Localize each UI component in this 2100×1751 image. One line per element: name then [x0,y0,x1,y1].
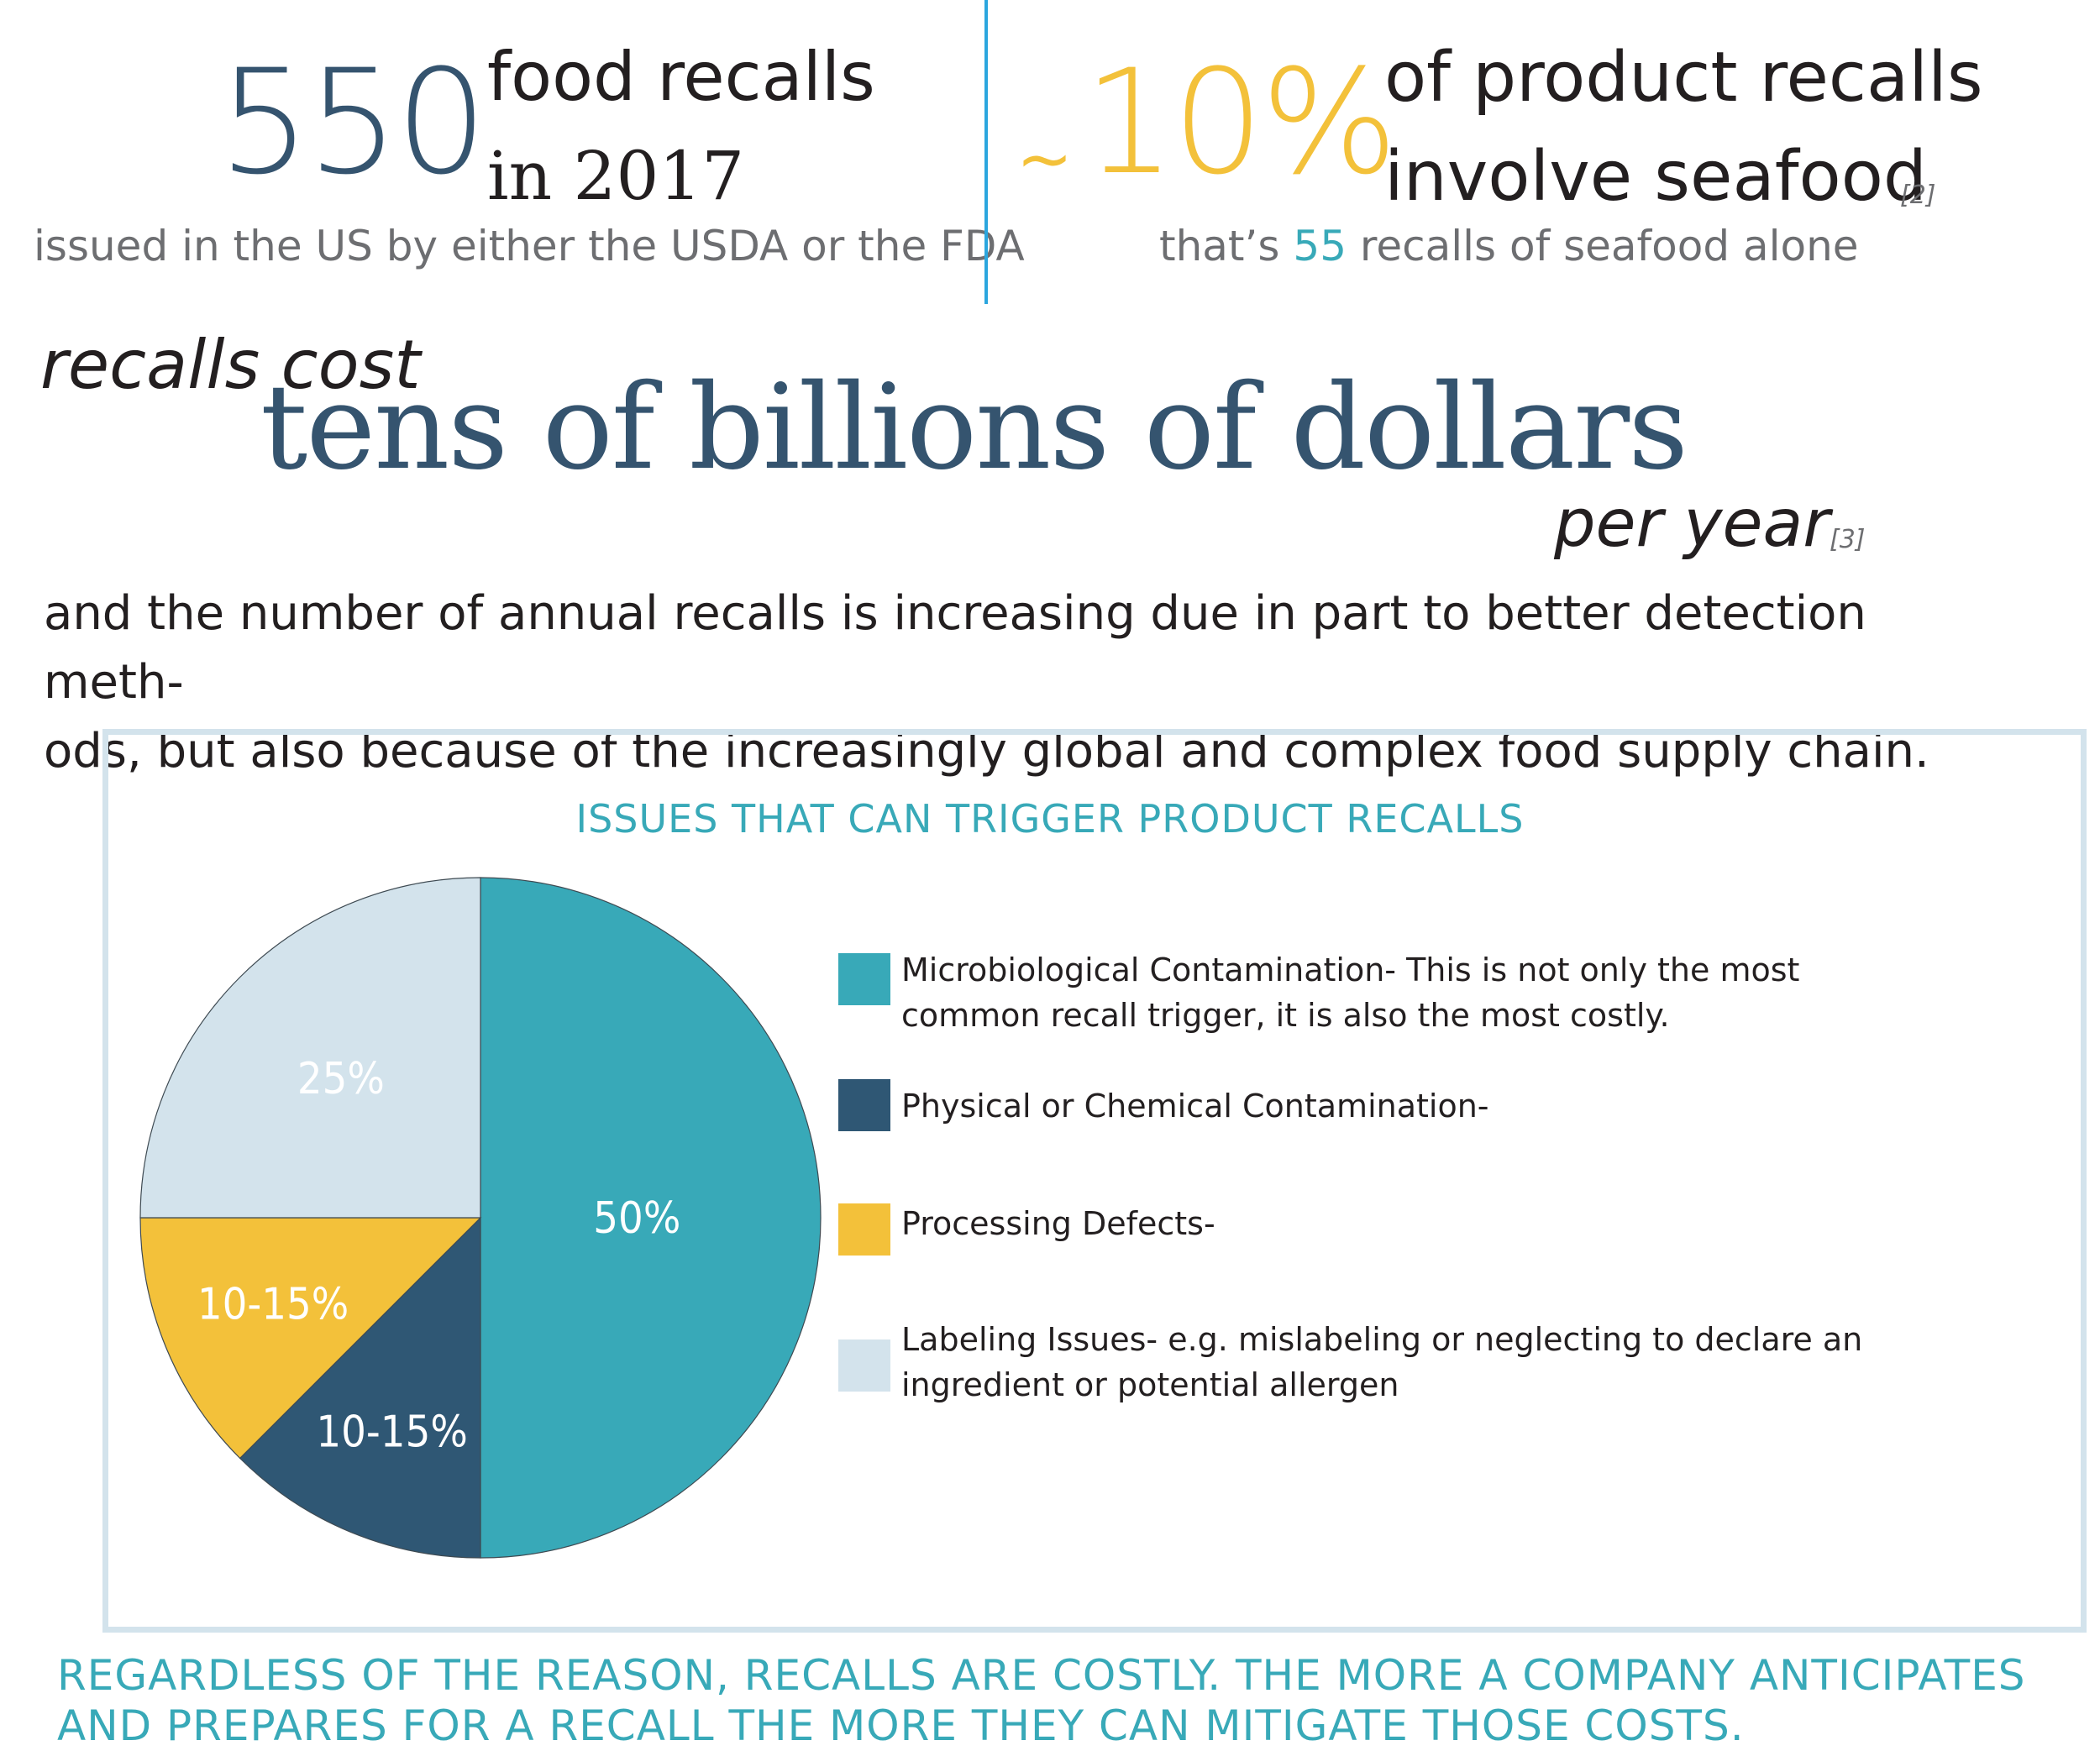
legend-line: Physical or Chemical Contamination- [901,1088,1489,1125]
recalls-count: 550 [218,38,487,207]
legend-swatch-labeling [838,1339,890,1392]
legend-label-physical-chemical: Physical or Chemical Contamination- [901,1083,1943,1129]
seafood-sub-post: recalls of seafood alone [1359,222,1859,270]
seafood-sub-pre: that’s [1159,222,1280,270]
legend-label-microbiological: Microbiological Contamination- This is n… [901,947,1943,1038]
seafood-percent: 10% [1084,38,1398,207]
paragraph-line: and the number of annual recalls is incr… [44,586,1866,710]
pie-slice-physical-chemical [239,1216,481,1559]
seafood-tilde: ~ [1016,120,1074,198]
bottom-note: REGARDLESS OF THE REASON, RECALLS ARE CO… [57,1650,2056,1751]
bottom-note-line: AND PREPARES FOR A RECALL THE MORE THEY … [57,1701,1745,1750]
legend-label-processing: Processing Defects- [901,1201,1943,1246]
pie-slice-microbiological [480,877,822,1559]
chart-frame [102,729,2087,1633]
legend-line: Labeling Issues- e.g. mislabeling or neg… [901,1321,1863,1358]
seafood-line2: involve seafood [1384,137,1927,217]
pie-slice-processing [139,1217,482,1460]
legend-swatch-physical-chemical [838,1079,890,1131]
legend-line: common recall trigger, it is also the mo… [901,997,1670,1034]
seafood-subtitle: that’s 55 recalls of seafood alone [1159,225,1859,267]
legend-swatch-microbiological [838,953,890,1005]
pie-slice-label: 10-15% [197,1279,349,1329]
recalls-line1: food recalls [487,38,875,116]
cost-headline: tens of billions of dollars [260,359,1688,496]
pie-slice-label: 50% [593,1193,680,1244]
pie-slice-label: 10-15% [316,1407,467,1457]
legend-swatch-processing [838,1203,890,1256]
legend-line: Processing Defects- [901,1205,1215,1242]
legend-line: Microbiological Contamination- This is n… [901,952,1800,988]
legend-line: ingredient or potential allergen [901,1366,1399,1403]
stat-divider [984,0,988,304]
seafood-reference: [2] [1900,181,1936,210]
cost-reference: [3] [1830,525,1866,554]
cost-tail: per year [1554,486,1830,562]
seafood-sub-number: 55 [1293,222,1347,270]
legend-label-labeling: Labeling Issues- e.g. mislabeling or neg… [901,1317,1943,1408]
recalls-subtitle: issued in the US by either the USDA or t… [34,222,1025,270]
seafood-line1: of product recalls [1384,38,1983,118]
bottom-note-line: REGARDLESS OF THE REASON, RECALLS ARE CO… [57,1651,2026,1700]
pie-slice-label: 25% [297,1054,385,1104]
recalls-line2: in 2017 [487,137,745,215]
pie-slice-labeling [139,877,481,1219]
chart-title: ISSUES THAT CAN TRIGGER PRODUCT RECALLS [575,796,1525,841]
cost-lead: recalls cost [40,326,421,404]
